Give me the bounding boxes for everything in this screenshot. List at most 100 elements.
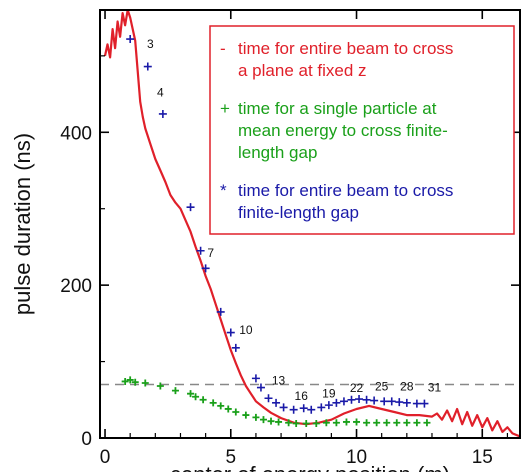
gap-count-label: 19: [322, 386, 336, 400]
blue-star-point: [362, 395, 371, 404]
gap-count-label: 25: [375, 380, 389, 394]
star-marker: [307, 405, 316, 414]
star-marker: [347, 395, 356, 404]
green-plus-point: [209, 399, 217, 407]
star-marker: [387, 397, 396, 406]
plus-marker: [171, 387, 179, 395]
star-marker: [299, 404, 308, 413]
plus-marker: [267, 417, 275, 425]
blue-star-point: [226, 328, 235, 337]
green-plus-point: [393, 419, 401, 427]
blue-star-point: [347, 395, 356, 404]
blue-star-point: [317, 403, 326, 412]
star-marker: [272, 398, 281, 407]
plus-marker: [312, 419, 320, 427]
series-line-red: [103, 10, 520, 438]
star-marker: [332, 398, 341, 407]
blue-star-point: [272, 398, 281, 407]
legend-marker: *: [220, 181, 227, 200]
gap-count-label: 22: [350, 381, 364, 395]
green-plus-point: [413, 419, 421, 427]
green-plus-point: [131, 378, 139, 386]
plus-marker: [332, 419, 340, 427]
plus-marker: [259, 416, 267, 424]
star-marker: [370, 396, 379, 405]
star-marker: [186, 203, 195, 212]
green-plus-point: [192, 393, 200, 401]
plus-marker: [403, 419, 411, 427]
green-plus-point: [332, 419, 340, 427]
legend-entry-text: length gap: [238, 143, 317, 162]
star-marker: [196, 246, 205, 255]
x-axis-title: center of energy position (m): [170, 462, 450, 472]
legend-entry-text: time for entire beam to cross: [238, 39, 453, 58]
plus-marker: [285, 419, 293, 427]
star-marker: [289, 405, 298, 414]
green-plus-point: [363, 419, 371, 427]
green-plus-point: [187, 390, 195, 398]
plus-marker: [217, 402, 225, 410]
legend-entry-text: time for a single particle at: [238, 99, 437, 118]
green-plus-point: [217, 402, 225, 410]
green-plus-point: [156, 382, 164, 390]
blue-star-point: [231, 343, 240, 352]
blue-star-point: [307, 405, 316, 414]
green-plus-point: [292, 419, 300, 427]
gap-count-label: 3: [147, 37, 154, 51]
blue-star-point: [355, 395, 364, 404]
star-marker: [231, 343, 240, 352]
legend-box: [209, 25, 515, 235]
legend-entry-text: mean energy to cross finite-: [238, 121, 448, 140]
green-plus-point: [423, 419, 431, 427]
plus-marker: [131, 378, 139, 386]
blue-star-point: [216, 307, 225, 316]
star-marker: [324, 401, 333, 410]
star-marker: [420, 399, 429, 408]
star-marker: [279, 403, 288, 412]
plus-marker: [353, 418, 361, 426]
y-tick-label: 400: [60, 123, 92, 144]
green-plus-point: [275, 418, 283, 426]
gap-count-label: 28: [400, 380, 414, 394]
star-marker: [380, 397, 389, 406]
plus-marker: [373, 419, 381, 427]
plus-marker: [232, 408, 240, 416]
green-plus-point: [259, 416, 267, 424]
plus-marker: [156, 382, 164, 390]
plus-marker: [342, 418, 350, 426]
plus-marker: [199, 396, 207, 404]
plus-marker: [209, 399, 217, 407]
gap-count-label: 13: [272, 374, 286, 388]
green-plus-point: [232, 408, 240, 416]
blue-star-point: [380, 397, 389, 406]
blue-star-point: [251, 374, 260, 383]
star-marker: [264, 394, 273, 403]
green-plus-point: [373, 419, 381, 427]
gap-count-label: 16: [295, 389, 309, 403]
plus-marker: [322, 419, 330, 427]
green-plus-point: [171, 387, 179, 395]
green-plus-point: [302, 419, 310, 427]
star-marker: [216, 307, 225, 316]
plus-marker: [383, 419, 391, 427]
green-plus-point: [252, 413, 260, 421]
gap-count-label: 4: [157, 85, 164, 99]
blue-star-point: [289, 405, 298, 414]
plus-marker: [363, 419, 371, 427]
y-tick-label: 200: [60, 276, 92, 297]
legend-entry-text: a plane at fixed z: [238, 61, 367, 80]
plus-marker: [302, 419, 310, 427]
x-tick-label: 0: [100, 447, 111, 468]
blue-star-point: [339, 397, 348, 406]
gap-count-label: 7: [207, 246, 214, 260]
blue-star-point: [256, 383, 265, 392]
legend-entry-text: time for entire beam to cross: [238, 181, 453, 200]
legend-entry-text: finite-length gap: [238, 203, 359, 222]
plus-marker: [252, 413, 260, 421]
star-marker: [412, 399, 421, 408]
star-marker: [362, 395, 371, 404]
blue-star-point: [387, 397, 396, 406]
plus-marker: [242, 411, 250, 419]
x-tick-label: 5: [225, 447, 236, 468]
star-marker: [339, 397, 348, 406]
